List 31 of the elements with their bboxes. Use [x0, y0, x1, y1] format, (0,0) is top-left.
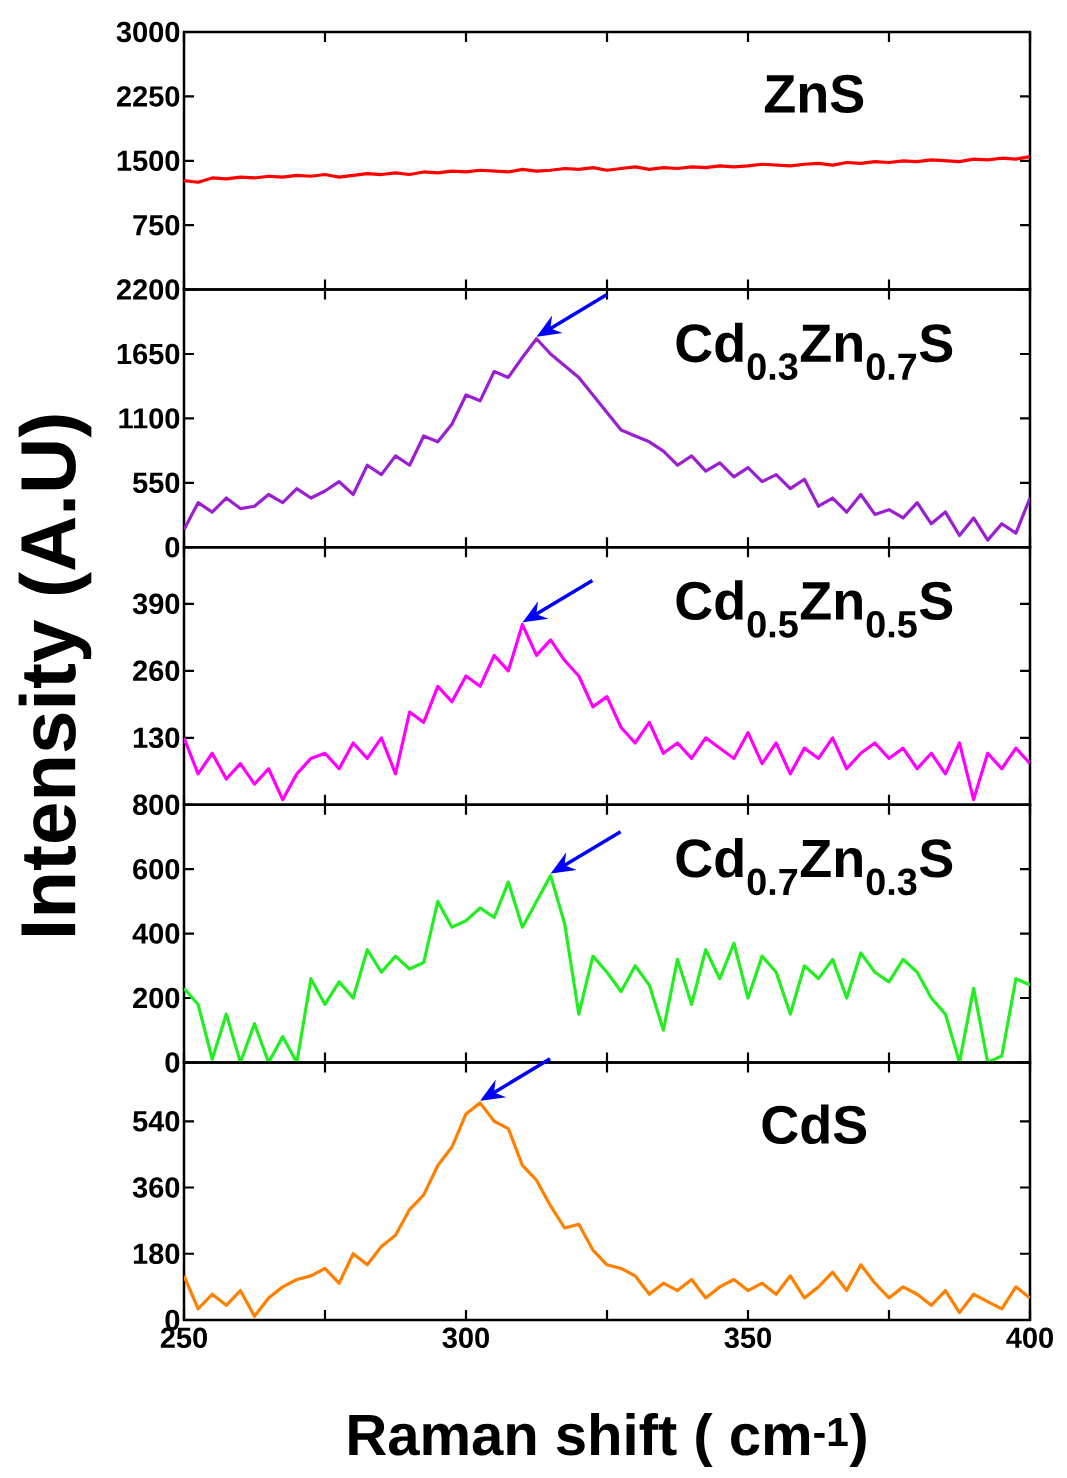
text: CdS — [762, 1104, 867, 1145]
y-tick-label: 600 — [133, 858, 180, 880]
x-tick-label: 350 — [724, 1327, 771, 1349]
y-tick-label: 2250 — [116, 86, 180, 107]
y-tick-label: 130 — [133, 727, 180, 749]
y-tick-label: 1650 — [117, 343, 180, 365]
y-tick-label: 200 — [133, 987, 180, 1009]
line-series — [184, 1101, 1030, 1318]
x-tick-label: 300 — [442, 1327, 489, 1349]
y-tick-label: 750 — [133, 214, 180, 236]
y-tick-label: 1100 — [119, 408, 180, 429]
series-label: Cd$_{0.5}$Zn$_{0.5}$S — [676, 580, 953, 638]
x-tick-label: 400 — [1006, 1327, 1053, 1349]
y-tick-label: 360 — [132, 1177, 180, 1198]
y-tick-label: 2200 — [116, 279, 180, 300]
y-axis-title: Intensity (A.U) — [18, 415, 92, 936]
y-tick-label: 260 — [133, 660, 180, 682]
y-tick-label: 800 — [133, 794, 180, 816]
y-tick-label: 400 — [132, 923, 180, 944]
y-tick-label: 1500 — [117, 150, 180, 172]
y-tick-label: 180 — [133, 1243, 180, 1265]
x-axis-title: Raman shift ( cm$^{-1}$) — [349, 1412, 866, 1468]
y-tick-label: 3000 — [116, 21, 180, 43]
series-label: ZnS — [764, 74, 864, 113]
y-tick-label: 540 — [132, 1111, 180, 1132]
y-tick-label: 0 — [165, 1052, 180, 1073]
series-label: Cd$_{0.3}$Zn$_{0.7}$S — [676, 322, 953, 381]
y-tick-label: 550 — [132, 472, 180, 494]
y-tick-label: 390 — [132, 593, 180, 615]
y-tick-label: 0 — [165, 536, 180, 558]
series-label: Cd$_{0.7}$Zn$_{0.3}$S — [676, 837, 953, 896]
